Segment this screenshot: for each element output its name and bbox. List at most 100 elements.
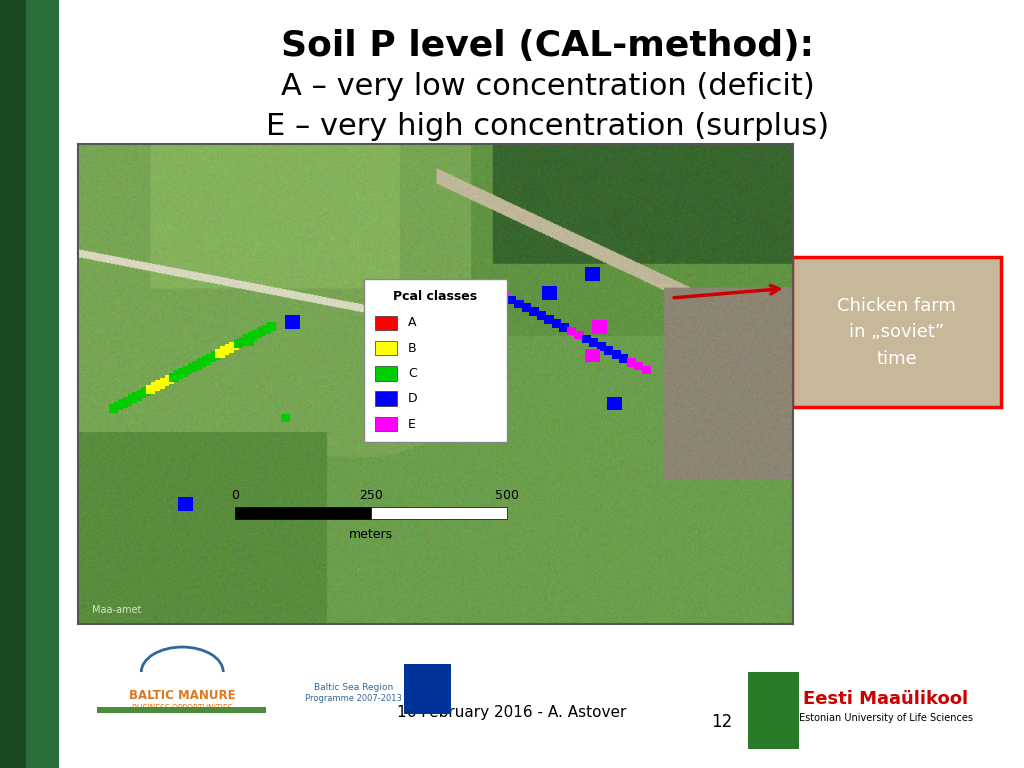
Bar [141,387,151,396]
Bar [586,267,600,281]
Text: Programme 2007-2013: Programme 2007-2013 [305,694,401,703]
Bar [376,392,397,406]
Bar [156,380,165,389]
Bar [151,382,160,391]
Bar [537,311,546,320]
Text: 500: 500 [495,489,519,502]
Bar [404,664,451,714]
Bar [604,346,613,355]
Bar [589,339,598,347]
Bar [371,507,507,519]
Bar [128,395,137,403]
Bar [376,316,397,330]
Bar [160,378,169,386]
Bar [119,399,128,408]
Bar [492,288,501,296]
Bar [178,368,187,377]
Text: BUSINESS OPPORTUNITIES: BUSINESS OPPORTUNITIES [132,704,232,713]
Text: Chicken farm
in „soviet”
time: Chicken farm in „soviet” time [837,296,956,368]
Bar [364,279,507,442]
Text: Pcal classes: Pcal classes [393,290,477,303]
Bar [215,349,225,358]
Text: E: E [409,418,416,431]
Bar [559,323,568,332]
Text: Estonian University of Life Sciences: Estonian University of Life Sciences [799,713,973,723]
Bar [376,417,397,432]
Text: B: B [409,342,417,355]
Bar [529,307,539,316]
Bar [234,339,244,348]
Bar [0,0,59,768]
Bar [146,385,156,393]
Bar [545,315,554,324]
Bar [627,358,636,366]
Text: BALTIC MANURE: BALTIC MANURE [129,689,236,701]
Bar [239,337,248,346]
Bar [174,370,183,379]
Text: D: D [409,392,418,406]
Bar [165,376,174,384]
Bar [253,329,262,339]
Bar [514,300,523,308]
Bar [197,359,206,367]
Text: meters: meters [349,528,393,541]
Text: E – very high concentration (surplus): E – very high concentration (surplus) [266,112,829,141]
Text: A – very low concentration (deficit): A – very low concentration (deficit) [281,72,815,101]
Bar [285,315,300,329]
Bar [229,342,239,350]
Text: Eesti Maaülikool: Eesti Maaülikool [803,690,969,708]
Bar [748,672,799,749]
Bar [574,331,584,339]
Bar [0,0,26,768]
Bar [507,296,516,304]
Text: C: C [409,367,417,380]
Bar [123,397,132,406]
Bar [611,350,621,359]
Bar [484,284,494,293]
Text: Baltic Sea Region: Baltic Sea Region [313,683,393,692]
Bar [92,664,271,753]
Bar [620,354,629,362]
Bar [224,344,234,353]
Bar [193,361,202,369]
Bar [257,327,266,336]
Bar [187,363,197,372]
Bar [220,346,229,355]
Bar [376,366,397,381]
Bar [169,373,178,382]
Bar [202,356,211,365]
Bar [236,507,371,519]
Bar [500,292,509,300]
Bar [211,351,220,360]
Text: 16 February 2016 - A. Astover: 16 February 2016 - A. Astover [397,705,627,720]
Bar [597,343,606,351]
Bar [183,366,193,374]
Bar [262,325,271,333]
Text: Soil P level (CAL-method):: Soil P level (CAL-method): [282,29,814,63]
Bar [281,414,290,422]
Bar [110,404,119,412]
Bar [132,392,141,401]
Text: 0: 0 [231,489,240,502]
Text: 250: 250 [359,489,383,502]
Bar [266,323,275,331]
Bar [566,327,577,336]
Bar [137,389,146,399]
Bar [592,320,607,334]
Bar [245,337,254,346]
Bar [552,319,561,328]
Bar [178,498,193,511]
Bar [97,707,266,713]
Bar [248,332,257,341]
Bar [582,335,591,343]
Text: A: A [409,316,417,329]
Text: Maa-amet: Maa-amet [92,604,141,614]
FancyBboxPatch shape [792,257,1001,407]
Bar [606,396,622,410]
Bar [376,341,397,356]
Bar [114,402,123,410]
Text: 12: 12 [712,713,732,731]
Bar [634,362,643,370]
Bar [586,349,600,362]
Bar [522,303,531,312]
